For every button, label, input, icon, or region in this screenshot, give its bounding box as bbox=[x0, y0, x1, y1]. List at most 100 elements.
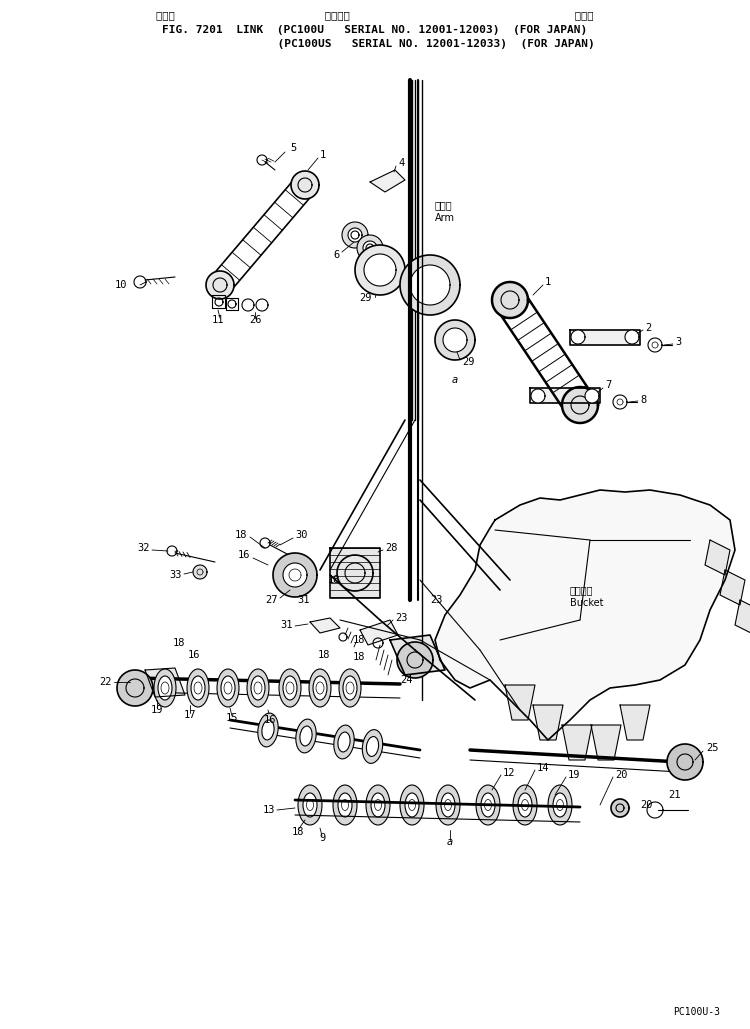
Polygon shape bbox=[357, 235, 383, 261]
Text: 24: 24 bbox=[400, 675, 412, 685]
Ellipse shape bbox=[371, 793, 385, 817]
Text: 31: 31 bbox=[298, 595, 310, 605]
Polygon shape bbox=[735, 600, 750, 635]
Polygon shape bbox=[370, 170, 405, 192]
Polygon shape bbox=[531, 389, 545, 403]
Ellipse shape bbox=[258, 713, 278, 747]
Polygon shape bbox=[273, 553, 317, 597]
Text: 16: 16 bbox=[188, 650, 200, 660]
Polygon shape bbox=[570, 330, 640, 345]
Text: アーム: アーム bbox=[435, 200, 452, 210]
Polygon shape bbox=[397, 642, 433, 678]
Polygon shape bbox=[562, 387, 598, 423]
Ellipse shape bbox=[513, 785, 537, 825]
Text: 2: 2 bbox=[645, 323, 651, 333]
Text: バケット: バケット bbox=[570, 586, 593, 595]
Text: 1: 1 bbox=[545, 277, 551, 287]
Ellipse shape bbox=[338, 732, 350, 752]
Text: 18: 18 bbox=[172, 638, 185, 648]
Ellipse shape bbox=[313, 676, 327, 700]
Text: 29: 29 bbox=[462, 357, 475, 367]
Text: 26: 26 bbox=[249, 315, 261, 325]
Text: PC100U-3: PC100U-3 bbox=[673, 1007, 720, 1017]
Text: 31: 31 bbox=[280, 620, 293, 630]
Polygon shape bbox=[611, 799, 629, 817]
Ellipse shape bbox=[303, 793, 317, 817]
Ellipse shape bbox=[366, 785, 390, 825]
Polygon shape bbox=[492, 282, 528, 318]
Ellipse shape bbox=[191, 676, 205, 700]
Text: FIG. 7201  LINK  (PC100U   SERIAL NO. 12001-12003)  (FOR JAPAN): FIG. 7201 LINK (PC100U SERIAL NO. 12001-… bbox=[162, 25, 588, 35]
Text: 23: 23 bbox=[430, 595, 442, 605]
Polygon shape bbox=[117, 670, 153, 706]
Polygon shape bbox=[435, 320, 475, 360]
Text: Arm: Arm bbox=[435, 213, 455, 223]
Polygon shape bbox=[410, 265, 450, 305]
Polygon shape bbox=[435, 490, 735, 740]
Text: 13: 13 bbox=[262, 805, 275, 815]
Text: 19: 19 bbox=[568, 770, 580, 780]
Text: 20: 20 bbox=[615, 770, 628, 780]
Ellipse shape bbox=[441, 793, 455, 817]
Polygon shape bbox=[364, 254, 396, 286]
Text: 14: 14 bbox=[537, 762, 550, 773]
Ellipse shape bbox=[476, 785, 500, 825]
Ellipse shape bbox=[300, 726, 312, 746]
Ellipse shape bbox=[334, 725, 354, 759]
Text: 18: 18 bbox=[292, 827, 304, 837]
Text: 9: 9 bbox=[319, 833, 326, 843]
Ellipse shape bbox=[333, 785, 357, 825]
Text: 28: 28 bbox=[385, 543, 398, 553]
Polygon shape bbox=[355, 245, 405, 295]
Text: 7: 7 bbox=[605, 380, 611, 390]
Ellipse shape bbox=[262, 720, 274, 740]
Text: 18: 18 bbox=[317, 650, 330, 660]
Ellipse shape bbox=[436, 785, 460, 825]
Polygon shape bbox=[505, 685, 535, 720]
Text: a: a bbox=[447, 837, 453, 847]
Ellipse shape bbox=[400, 785, 424, 825]
Polygon shape bbox=[533, 705, 563, 740]
Polygon shape bbox=[667, 744, 703, 780]
Polygon shape bbox=[291, 171, 319, 199]
Polygon shape bbox=[330, 548, 380, 598]
Text: 22: 22 bbox=[100, 677, 112, 687]
Polygon shape bbox=[363, 241, 377, 255]
Polygon shape bbox=[530, 388, 600, 403]
Text: 16: 16 bbox=[238, 549, 250, 560]
Text: 33: 33 bbox=[170, 570, 182, 580]
Polygon shape bbox=[443, 328, 467, 352]
Polygon shape bbox=[620, 705, 650, 740]
Ellipse shape bbox=[481, 793, 495, 817]
Text: 18: 18 bbox=[352, 635, 365, 645]
Polygon shape bbox=[145, 668, 185, 697]
Text: 20: 20 bbox=[640, 800, 652, 810]
Text: 8: 8 bbox=[640, 395, 646, 405]
Text: 11: 11 bbox=[211, 315, 224, 325]
Text: 16: 16 bbox=[264, 715, 276, 725]
Polygon shape bbox=[585, 389, 599, 403]
Text: 18: 18 bbox=[235, 530, 247, 540]
Text: a: a bbox=[452, 375, 458, 385]
Text: 15: 15 bbox=[226, 713, 238, 723]
Text: 6: 6 bbox=[334, 250, 340, 260]
Text: 21: 21 bbox=[668, 790, 680, 800]
Ellipse shape bbox=[298, 785, 322, 825]
Polygon shape bbox=[705, 540, 730, 575]
Ellipse shape bbox=[247, 669, 269, 707]
Ellipse shape bbox=[221, 676, 235, 700]
Ellipse shape bbox=[362, 730, 382, 764]
Text: 5: 5 bbox=[290, 143, 296, 153]
Ellipse shape bbox=[187, 669, 209, 707]
Ellipse shape bbox=[217, 669, 239, 707]
Ellipse shape bbox=[279, 669, 301, 707]
Polygon shape bbox=[400, 255, 460, 315]
Ellipse shape bbox=[154, 669, 176, 707]
Polygon shape bbox=[348, 228, 362, 242]
Text: 18: 18 bbox=[352, 652, 365, 662]
Polygon shape bbox=[310, 618, 340, 633]
Polygon shape bbox=[193, 565, 207, 579]
Text: 1: 1 bbox=[320, 150, 326, 159]
Ellipse shape bbox=[367, 737, 379, 756]
Text: リンク                        適用号機                                    国内向: リンク 適用号機 国内向 bbox=[156, 10, 594, 20]
